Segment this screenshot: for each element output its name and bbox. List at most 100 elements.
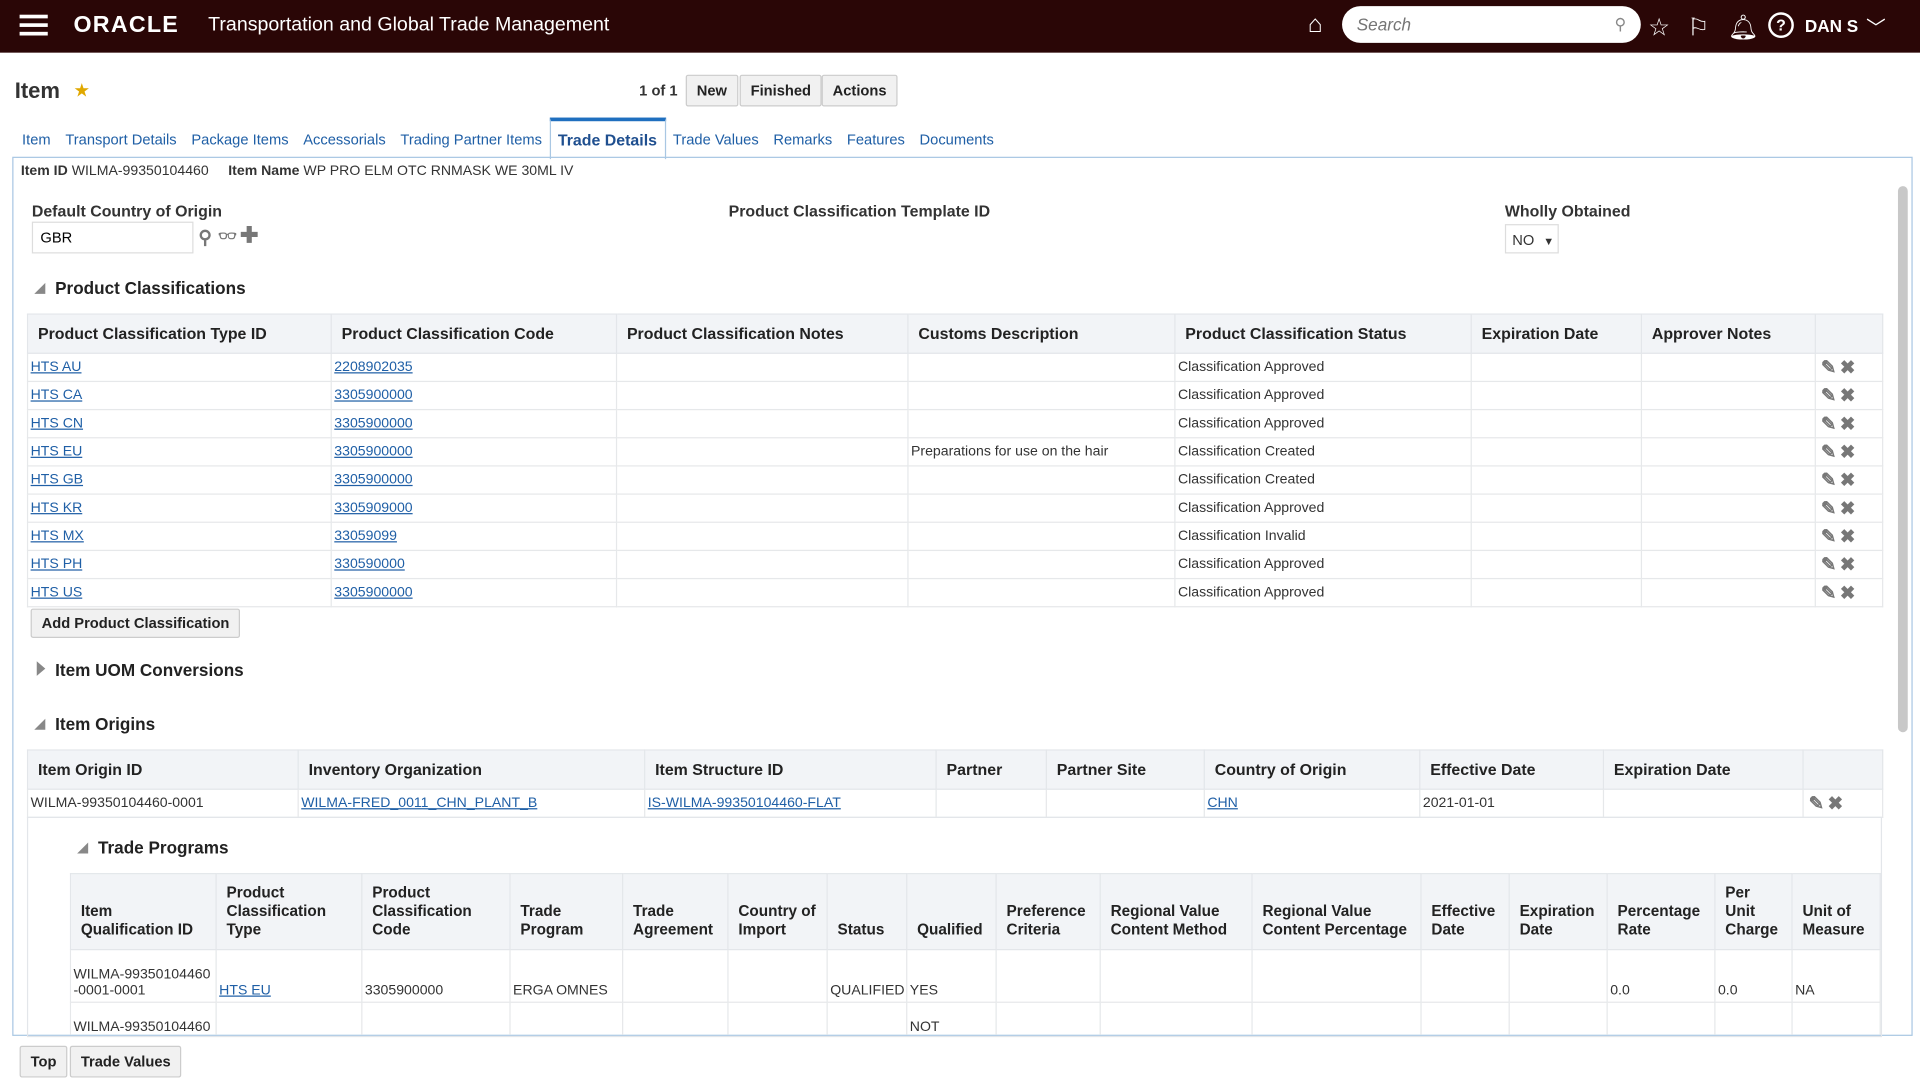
edit-pencil-icon[interactable]: ✎ bbox=[1820, 470, 1837, 492]
column-header[interactable]: Expiration Date bbox=[1470, 313, 1643, 354]
classification-code-link[interactable]: 3305900000 bbox=[334, 472, 413, 488]
column-header[interactable]: Partner Site bbox=[1045, 749, 1205, 790]
new-button[interactable]: New bbox=[685, 74, 738, 107]
classification-code-link[interactable]: 2208902035 bbox=[334, 360, 413, 375]
delete-x-icon[interactable]: ✖ bbox=[1827, 793, 1844, 815]
classification-type-link[interactable]: HTS AU bbox=[30, 360, 82, 375]
column-header[interactable]: Product Classification Notes bbox=[615, 313, 909, 354]
delete-x-icon[interactable]: ✖ bbox=[1839, 582, 1856, 604]
add-product-classification-button[interactable]: Add Product Classification bbox=[30, 608, 241, 638]
column-header[interactable]: Trade Agreement bbox=[622, 873, 729, 951]
tab-trading-partner-items[interactable]: Trading Partner Items bbox=[400, 131, 542, 149]
help-icon[interactable]: ? bbox=[1768, 12, 1794, 38]
edit-pencil-icon[interactable]: ✎ bbox=[1820, 385, 1837, 407]
delete-x-icon[interactable]: ✖ bbox=[1839, 385, 1856, 407]
column-header[interactable]: Item Origin ID bbox=[26, 749, 299, 790]
chevron-down-icon[interactable]: ﹀ bbox=[1866, 18, 1886, 40]
delete-x-icon[interactable]: ✖ bbox=[1839, 413, 1856, 435]
edit-pencil-icon[interactable]: ✎ bbox=[1820, 413, 1837, 435]
search-input[interactable] bbox=[1356, 14, 1602, 35]
edit-pencil-icon[interactable]: ✎ bbox=[1820, 442, 1837, 463]
menu-icon[interactable] bbox=[19, 14, 48, 36]
delete-x-icon[interactable]: ✖ bbox=[1839, 357, 1856, 379]
edit-pencil-icon[interactable]: ✎ bbox=[1820, 357, 1837, 379]
classification-code-link[interactable]: 3305900000 bbox=[334, 585, 413, 601]
search-icon[interactable]: ⚲ bbox=[1614, 14, 1627, 34]
classification-type-link[interactable]: HTS EU bbox=[219, 983, 271, 998]
classification-type-link[interactable]: HTS CN bbox=[30, 416, 84, 432]
classification-type-link[interactable]: HTS MX bbox=[30, 528, 84, 544]
delete-x-icon[interactable]: ✖ bbox=[1839, 498, 1856, 520]
column-header[interactable]: Expiration Date bbox=[1508, 873, 1608, 951]
column-header[interactable]: Effective Date bbox=[1419, 749, 1605, 790]
classification-type-link[interactable]: HTS KR bbox=[30, 500, 83, 516]
finished-button[interactable]: Finished bbox=[739, 74, 823, 107]
classification-type-link[interactable]: HTS GB bbox=[30, 472, 84, 488]
column-header[interactable]: Preference Criteria bbox=[995, 873, 1101, 951]
edit-pencil-icon[interactable]: ✎ bbox=[1808, 793, 1824, 815]
column-header[interactable]: Trade Program bbox=[509, 873, 624, 951]
column-header[interactable]: Per Unit Charge bbox=[1714, 873, 1793, 951]
add-icon[interactable]: ✚ bbox=[240, 222, 259, 248]
wholly-select[interactable]: NO ▼ bbox=[1504, 224, 1559, 254]
tab-documents[interactable]: Documents bbox=[919, 131, 994, 149]
column-header[interactable]: Expiration Date bbox=[1602, 749, 1804, 790]
column-header[interactable]: Percentage Rate bbox=[1606, 873, 1716, 951]
column-header[interactable]: Product Classification Code bbox=[330, 313, 618, 354]
column-header[interactable]: Product Classification Type ID bbox=[26, 313, 332, 354]
delete-x-icon[interactable]: ✖ bbox=[1839, 442, 1856, 463]
actions-button[interactable]: Actions bbox=[821, 74, 898, 107]
country-input[interactable] bbox=[31, 221, 194, 254]
favorites-icon[interactable]: ☆ bbox=[1648, 14, 1671, 42]
user-menu[interactable]: DAN S bbox=[1804, 15, 1859, 36]
item-origins-header[interactable]: Item Origins bbox=[34, 714, 155, 733]
top-button[interactable]: Top bbox=[19, 1045, 68, 1078]
column-header[interactable]: Unit of Measure bbox=[1791, 873, 1881, 951]
column-header[interactable]: Partner bbox=[935, 749, 1047, 790]
classification-code-link[interactable]: 33059099 bbox=[334, 528, 397, 544]
classification-code-link[interactable]: 3305900000 bbox=[334, 416, 413, 432]
tab-package-items[interactable]: Package Items bbox=[191, 131, 289, 149]
tab-remarks[interactable]: Remarks bbox=[773, 131, 833, 149]
scrollbar[interactable] bbox=[1897, 186, 1908, 733]
edit-pencil-icon[interactable]: ✎ bbox=[1820, 554, 1837, 576]
tab-trade-values[interactable]: Trade Values bbox=[672, 131, 759, 149]
edit-pencil-icon[interactable]: ✎ bbox=[1820, 498, 1837, 520]
column-header[interactable]: Regional Value Content Percentage bbox=[1251, 873, 1422, 951]
classification-type-link[interactable]: HTS EU bbox=[30, 444, 83, 460]
column-header[interactable]: Item Qualification ID bbox=[69, 873, 217, 951]
delete-x-icon[interactable]: ✖ bbox=[1839, 470, 1856, 492]
tab-trade-details[interactable]: Trade Details bbox=[549, 117, 666, 160]
home-icon[interactable]: ⌂ bbox=[1307, 11, 1323, 38]
search-icon[interactable]: ⚲ bbox=[198, 227, 212, 249]
trade-values-button[interactable]: Trade Values bbox=[69, 1045, 182, 1078]
column-header[interactable]: Product Classification Code bbox=[361, 873, 511, 951]
column-header[interactable]: Inventory Organization bbox=[297, 749, 646, 790]
flag-icon[interactable]: ⚐ bbox=[1687, 14, 1710, 42]
column-header[interactable]: Customs Description bbox=[907, 313, 1176, 354]
column-header[interactable]: Effective Date bbox=[1420, 873, 1510, 951]
edit-pencil-icon[interactable]: ✎ bbox=[1820, 582, 1837, 604]
column-header[interactable]: Product Classification Type bbox=[215, 873, 363, 951]
origin-link[interactable]: IS-WILMA-99350104460-FLAT bbox=[647, 795, 841, 811]
bell-icon[interactable]: 🔔︎ bbox=[1727, 14, 1759, 42]
delete-x-icon[interactable]: ✖ bbox=[1839, 526, 1856, 548]
view-glasses-icon[interactable]: 👓︎ bbox=[217, 227, 237, 245]
column-header[interactable]: Country of Import bbox=[727, 873, 828, 951]
tab-features[interactable]: Features bbox=[846, 131, 905, 149]
delete-x-icon[interactable]: ✖ bbox=[1839, 554, 1856, 576]
classification-code-link[interactable]: 3305900000 bbox=[334, 444, 413, 460]
column-header[interactable]: Country of Origin bbox=[1203, 749, 1421, 790]
classification-code-link[interactable]: 3305909000 bbox=[334, 500, 413, 516]
tab-accessorials[interactable]: Accessorials bbox=[303, 131, 386, 149]
column-header[interactable]: Item Structure ID bbox=[644, 749, 937, 790]
column-header[interactable]: Status bbox=[826, 873, 908, 951]
classification-type-link[interactable]: HTS US bbox=[30, 585, 83, 601]
origin-link[interactable]: WILMA-FRED_0011_CHN_PLANT_B bbox=[301, 795, 538, 811]
origin-link[interactable]: CHN bbox=[1207, 795, 1238, 811]
classification-code-link[interactable]: 330590000 bbox=[334, 557, 405, 572]
classification-type-link[interactable]: HTS PH bbox=[30, 557, 83, 572]
favorite-star-icon[interactable]: ★ bbox=[73, 80, 90, 102]
column-header[interactable]: Qualified bbox=[906, 873, 997, 951]
classification-type-link[interactable]: HTS CA bbox=[30, 388, 83, 403]
